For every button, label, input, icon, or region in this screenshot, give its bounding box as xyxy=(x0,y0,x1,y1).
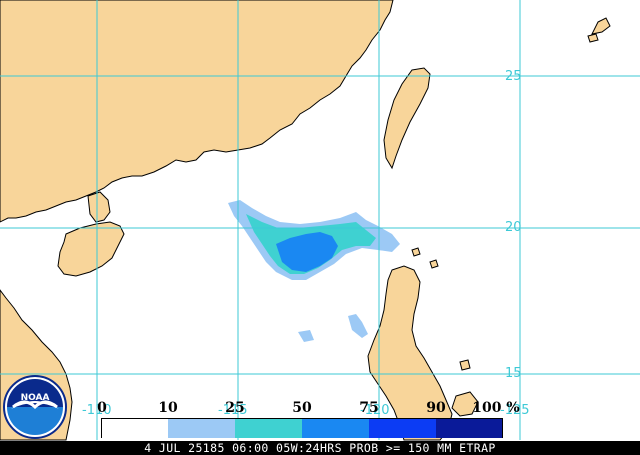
islet-babuyan xyxy=(429,259,439,269)
lon-label-115: -115 xyxy=(218,403,248,418)
graticule xyxy=(0,0,640,440)
contour-10pct-c xyxy=(298,330,314,342)
islet-northeast-2 xyxy=(587,33,599,43)
legend-swatch-25-50 xyxy=(235,419,302,438)
logo-bottom-half xyxy=(7,407,63,435)
legend-swatch-0-10 xyxy=(102,419,168,438)
legend-tick-0: 0 xyxy=(97,400,107,416)
logo-top-half xyxy=(7,379,63,407)
taiwan-island xyxy=(383,67,431,170)
lat-label-25: 25 xyxy=(505,69,522,84)
islet-catanduanes xyxy=(459,359,471,371)
legend-tick-25: 25 xyxy=(225,400,245,416)
lon-label-125: -125 xyxy=(500,403,530,418)
islet-northeast xyxy=(591,17,611,35)
islet-batanes xyxy=(411,247,421,257)
leizhou-peninsula xyxy=(87,191,111,223)
legend-swatch-90-100 xyxy=(436,419,502,438)
legend-swatch-10-25 xyxy=(168,419,235,438)
lat-label-15: 15 xyxy=(505,366,522,381)
contour-10pct-b xyxy=(348,314,368,338)
islet-mindoro xyxy=(451,391,479,417)
legend-swatch-75-90 xyxy=(369,419,436,438)
contour-50pct xyxy=(276,232,338,272)
lat-label-20: 20 xyxy=(505,220,522,235)
legend-swatch-50-75 xyxy=(302,419,369,438)
hainan-island xyxy=(57,221,125,277)
map-caption: 4 JUL 25185 06:00 05W:24HRS PROB >= 150 … xyxy=(144,441,496,455)
lon-label-110: -110 xyxy=(82,403,112,418)
probability-contours xyxy=(228,200,400,342)
noaa-logo: NOAA xyxy=(3,375,67,439)
logo-bird-icon xyxy=(12,400,58,410)
legend-tick-10: 10 xyxy=(158,400,178,416)
legend-tick-75: 75 xyxy=(359,400,379,416)
legend-tick-90: 90 xyxy=(426,400,446,416)
caption-strip xyxy=(0,441,640,455)
legend-tick-100: 100 % xyxy=(472,400,520,416)
legend-tick-50: 50 xyxy=(292,400,312,416)
lon-label-120: -120 xyxy=(360,403,390,418)
mainland-china xyxy=(0,0,394,223)
logo-text: NOAA xyxy=(21,393,50,403)
